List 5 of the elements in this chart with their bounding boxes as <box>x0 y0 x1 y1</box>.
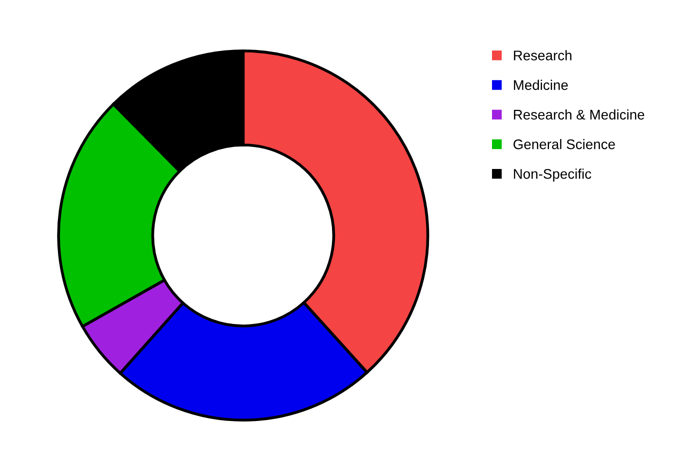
legend-label: Research <box>514 50 572 60</box>
legend-label: General Science <box>514 139 615 150</box>
legend-label: Research & Medicine <box>514 109 644 120</box>
legend-label: Non-Specific <box>514 168 592 182</box>
legend-label: Medicine <box>514 80 568 90</box>
